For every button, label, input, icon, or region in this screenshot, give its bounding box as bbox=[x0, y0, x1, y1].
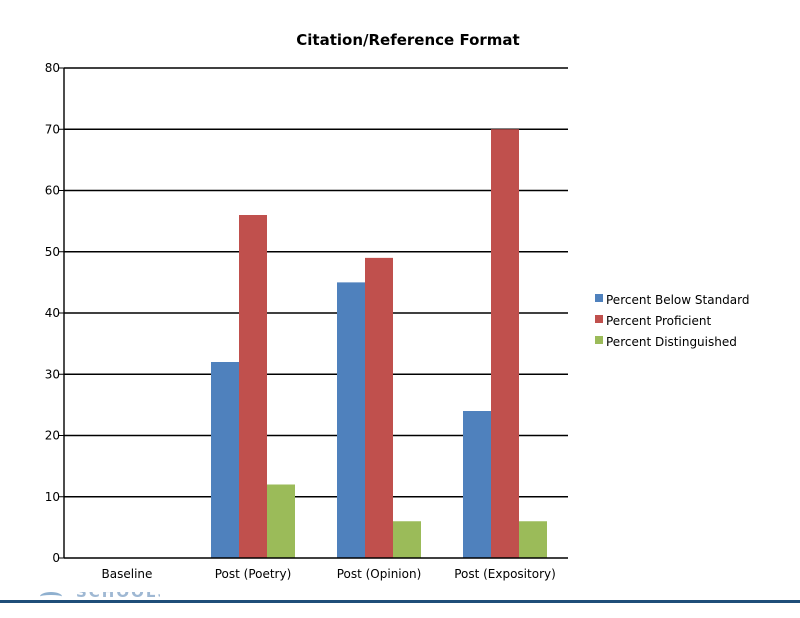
x-tick-label: Post (Opinion) bbox=[337, 567, 422, 581]
bar bbox=[519, 521, 547, 558]
x-tick-label: Post (Poetry) bbox=[215, 567, 292, 581]
y-tick-label: 0 bbox=[52, 551, 60, 565]
legend-label: Percent Below Standard bbox=[606, 293, 749, 307]
y-tick-label: 30 bbox=[45, 367, 60, 381]
legend: Percent Below Standard Percent Proficient… bbox=[595, 293, 749, 349]
legend-swatch bbox=[595, 315, 603, 323]
bar bbox=[365, 257, 393, 558]
chart-title: Citation/Reference Format bbox=[296, 31, 519, 49]
y-tick-label: 80 bbox=[45, 61, 60, 75]
logo-text: SCHOOLS bbox=[76, 592, 160, 600]
x-axis-ticks: Baseline Post (Poetry) Post (Opinion) Post … bbox=[102, 567, 556, 581]
chart: Citation/Reference Format 0 10 20 30 40 50 60 7… bbox=[45, 31, 750, 581]
x-tick-label: Post (Expository) bbox=[454, 567, 556, 581]
bar bbox=[267, 484, 295, 558]
x-tick-label: Baseline bbox=[102, 567, 153, 581]
bar bbox=[491, 129, 519, 558]
legend-label: Percent Distinguished bbox=[606, 335, 737, 349]
legend-swatch bbox=[595, 294, 603, 302]
logo-swirl-icon bbox=[40, 592, 62, 600]
bar bbox=[239, 215, 267, 558]
y-tick-label: 40 bbox=[45, 306, 60, 320]
footer-bar bbox=[0, 600, 800, 603]
bar bbox=[393, 521, 421, 558]
school-logo: SCHOOLS bbox=[40, 592, 160, 600]
y-axis-ticks: 0 10 20 30 40 50 60 70 80 bbox=[45, 61, 64, 565]
y-tick-label: 50 bbox=[45, 245, 60, 259]
axes bbox=[63, 68, 568, 559]
bar bbox=[463, 411, 491, 558]
gridlines bbox=[64, 67, 568, 498]
legend-swatch bbox=[595, 336, 603, 344]
y-tick-label: 10 bbox=[45, 490, 60, 504]
bar bbox=[337, 282, 365, 558]
legend-label: Percent Proficient bbox=[606, 314, 711, 328]
y-tick-label: 20 bbox=[45, 429, 60, 443]
bars bbox=[211, 129, 547, 558]
y-tick-label: 70 bbox=[45, 122, 60, 136]
y-tick-label: 60 bbox=[45, 184, 60, 198]
bar bbox=[211, 362, 239, 558]
